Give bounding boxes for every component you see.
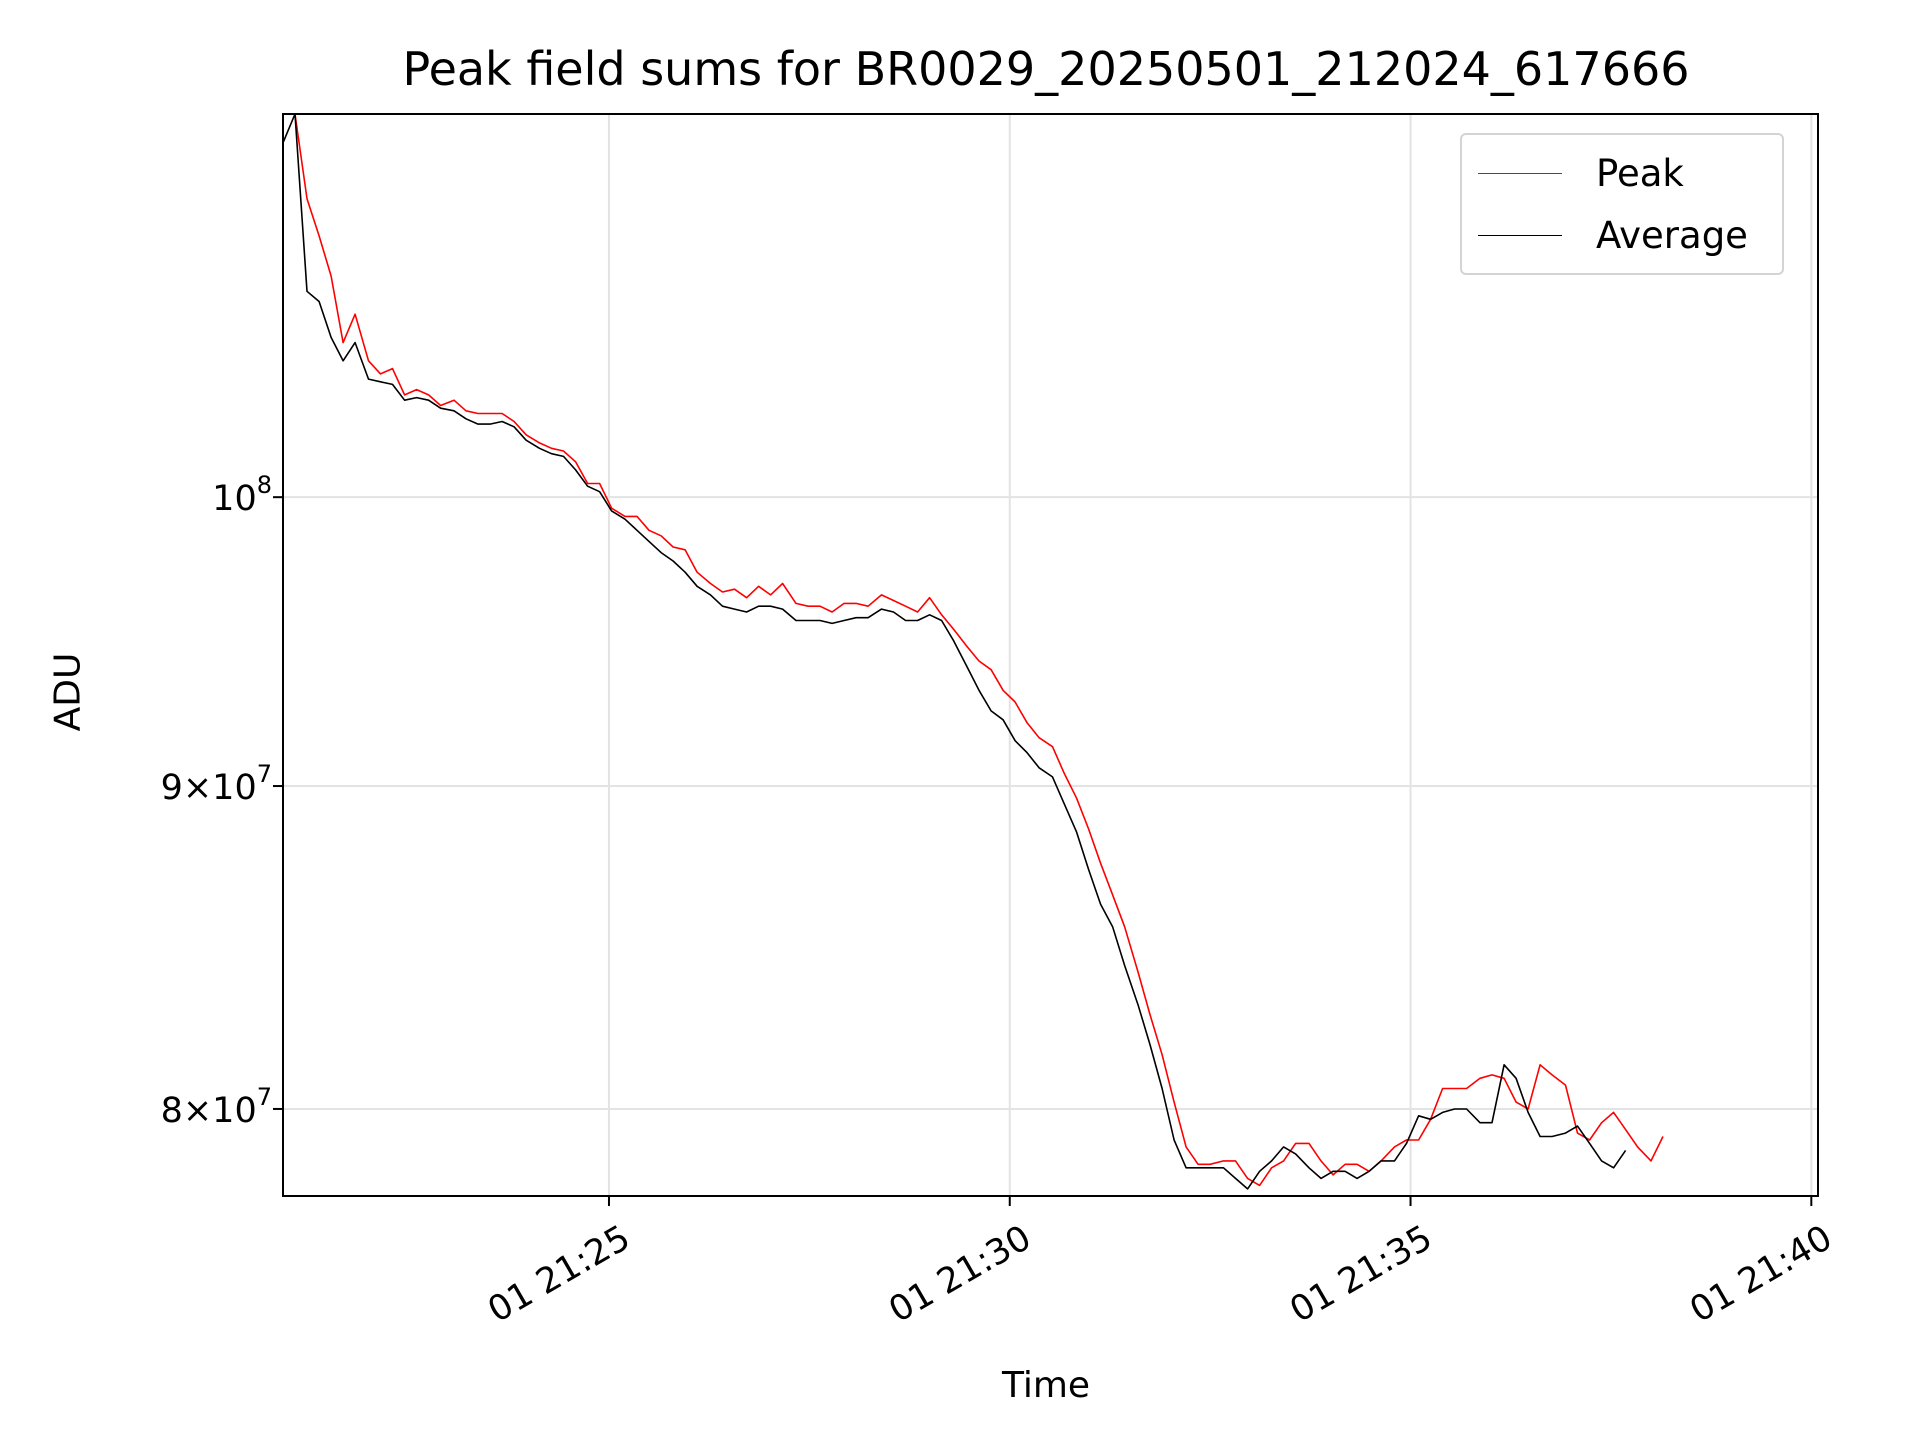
y-axis-label: ADU bbox=[47, 652, 89, 732]
legend-item-average: Average bbox=[1478, 213, 1748, 257]
plot-frame bbox=[282, 113, 1819, 1197]
y-tick-label: 8×107 bbox=[160, 1083, 272, 1131]
x-axis-label: Time bbox=[1001, 1365, 1091, 1406]
legend-label-peak: Peak bbox=[1596, 151, 1684, 195]
y-tick-label: 108 bbox=[212, 471, 272, 519]
series-line-average bbox=[282, 113, 1627, 1190]
series-layer bbox=[282, 113, 1664, 1190]
legend-item-peak: Peak bbox=[1478, 151, 1684, 195]
y-tick-label: 9×107 bbox=[160, 760, 272, 808]
legend: Peak Average bbox=[1460, 133, 1784, 275]
grid bbox=[283, 114, 1818, 1196]
chart-title: Peak field sums for BR0029_20250501_2120… bbox=[402, 42, 1690, 96]
tick-marks bbox=[273, 496, 1813, 1206]
legend-label-average: Average bbox=[1596, 213, 1748, 257]
legend-swatch-peak bbox=[1478, 172, 1562, 174]
legend-swatch-average bbox=[1478, 234, 1562, 236]
series-line-peak bbox=[283, 113, 1664, 1187]
